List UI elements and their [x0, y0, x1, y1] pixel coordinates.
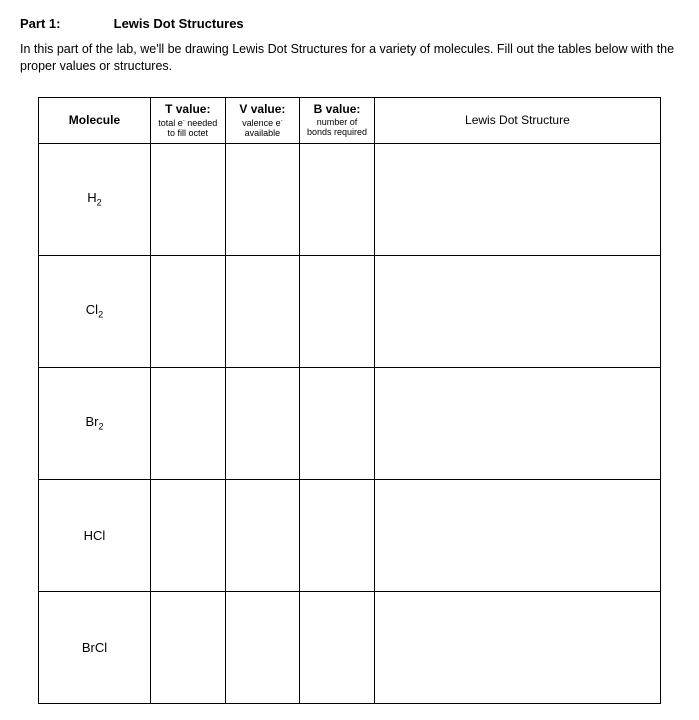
- cell-b[interactable]: [300, 479, 375, 591]
- cell-t[interactable]: [150, 255, 225, 367]
- header-lewis-main: Lewis Dot Structure: [377, 113, 658, 127]
- table-row: BrCl: [39, 591, 661, 703]
- header-row: Molecule T value: total e- neededto fill…: [39, 97, 661, 143]
- part-label: Part 1:: [20, 16, 110, 31]
- cell-t[interactable]: [150, 367, 225, 479]
- cell-molecule: BrCl: [39, 591, 151, 703]
- header-molecule-main: Molecule: [41, 113, 148, 127]
- cell-v[interactable]: [225, 367, 300, 479]
- header-molecule: Molecule: [39, 97, 151, 143]
- header-b-main: B value:: [302, 102, 372, 116]
- cell-lewis[interactable]: [374, 591, 660, 703]
- header-b-sub: number ofbonds required: [302, 118, 372, 138]
- table-row: H2: [39, 143, 661, 255]
- header-t: T value: total e- neededto fill octet: [150, 97, 225, 143]
- cell-molecule: HCl: [39, 479, 151, 591]
- header-t-main: T value:: [153, 102, 223, 116]
- table-wrapper: Molecule T value: total e- neededto fill…: [20, 97, 679, 704]
- table-row: Br2: [39, 367, 661, 479]
- cell-lewis[interactable]: [374, 479, 660, 591]
- cell-lewis[interactable]: [374, 143, 660, 255]
- cell-v[interactable]: [225, 479, 300, 591]
- header-v-sub: valence e-available: [228, 118, 298, 139]
- header-v-main: V value:: [228, 102, 298, 116]
- table-row: Cl2: [39, 255, 661, 367]
- cell-b[interactable]: [300, 255, 375, 367]
- table-body: H2Cl2Br2HClBrCl: [39, 143, 661, 703]
- cell-molecule: Br2: [39, 367, 151, 479]
- cell-lewis[interactable]: [374, 367, 660, 479]
- cell-t[interactable]: [150, 479, 225, 591]
- cell-b[interactable]: [300, 367, 375, 479]
- cell-t[interactable]: [150, 143, 225, 255]
- section-title: Lewis Dot Structures: [114, 16, 244, 31]
- header-v: V value: valence e-available: [225, 97, 300, 143]
- header-t-sub: total e- neededto fill octet: [153, 118, 223, 139]
- header-b: B value: number ofbonds required: [300, 97, 375, 143]
- intro-paragraph: In this part of the lab, we'll be drawin…: [20, 41, 679, 75]
- table-row: HCl: [39, 479, 661, 591]
- table-head: Molecule T value: total e- neededto fill…: [39, 97, 661, 143]
- cell-v[interactable]: [225, 591, 300, 703]
- cell-b[interactable]: [300, 143, 375, 255]
- cell-molecule: H2: [39, 143, 151, 255]
- cell-molecule: Cl2: [39, 255, 151, 367]
- cell-b[interactable]: [300, 591, 375, 703]
- lewis-table: Molecule T value: total e- neededto fill…: [38, 97, 661, 704]
- cell-t[interactable]: [150, 591, 225, 703]
- cell-v[interactable]: [225, 143, 300, 255]
- cell-v[interactable]: [225, 255, 300, 367]
- header-lewis: Lewis Dot Structure: [374, 97, 660, 143]
- section-heading: Part 1: Lewis Dot Structures: [20, 16, 679, 31]
- cell-lewis[interactable]: [374, 255, 660, 367]
